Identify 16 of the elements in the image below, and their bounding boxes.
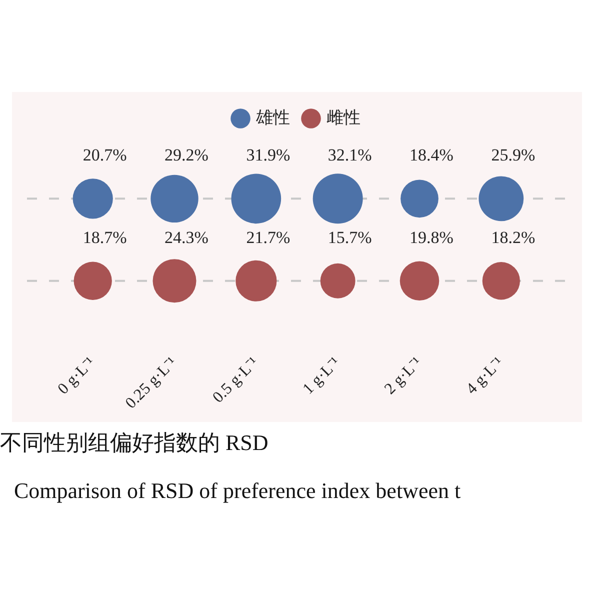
data-label: 19.8% [410,228,454,247]
data-label: 32.1% [328,146,372,165]
data-label: 21.7% [246,228,290,247]
legend-label: 雌性 [326,108,360,128]
data-label: 31.9% [246,146,290,165]
data-label: 29.2% [164,146,208,165]
text: Comparison of RSD of preference index between t [14,478,461,504]
data-label: 15.7% [328,228,372,247]
data-label: 18.4% [410,146,454,165]
legend-label: 雄性 [255,108,290,128]
data-label: 20.7% [82,146,127,165]
text: 不同性别组偏好指数的 RSD [0,429,268,457]
data-label: 25.9% [491,146,536,165]
data-label: 24.3% [164,228,208,247]
data-label: 18.7% [82,228,127,247]
data-label: 18.2% [491,228,536,247]
